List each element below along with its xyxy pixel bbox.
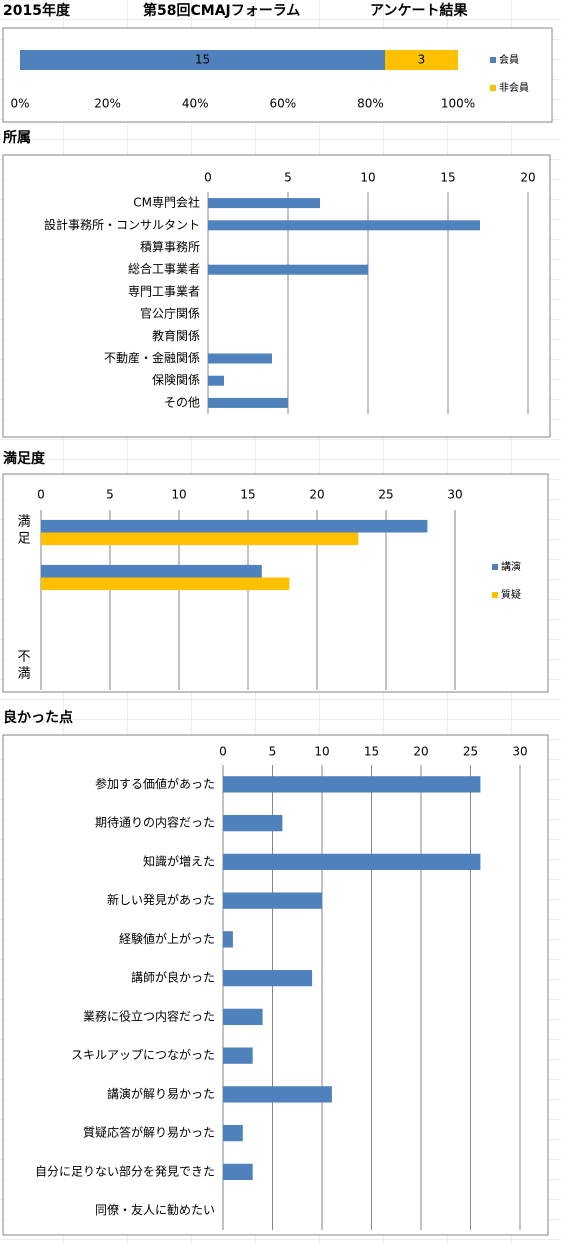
y-tick-label: 知識が増えた [143, 853, 215, 868]
bar [223, 931, 233, 948]
legend-label: 質疑 [501, 588, 521, 601]
x-tick-label: 80% [357, 97, 384, 111]
bar-segment [20, 50, 385, 70]
bar [223, 1124, 243, 1142]
legend-swatch [492, 592, 498, 598]
y-tick-label: 満足 [15, 514, 31, 548]
bar [223, 892, 322, 909]
legend-swatch [490, 57, 496, 63]
legend-label: 非会員 [499, 81, 529, 94]
y-tick-label: CM専門会社 [133, 195, 200, 210]
bar [208, 220, 480, 231]
bar [208, 397, 288, 408]
legend-label: 講演 [501, 560, 521, 573]
y-tick-label: 講師が良かった [131, 970, 215, 985]
header-subject: アンケート結果 [370, 2, 468, 19]
y-tick-label: 参加する価値があった [95, 776, 215, 791]
bar [208, 198, 320, 209]
x-tick-label: 10 [171, 488, 186, 502]
y-tick-label: 講演が解り易かった [107, 1086, 215, 1101]
bar [208, 353, 272, 364]
y-tick-label: 新しい発見があった [107, 892, 215, 907]
x-tick-label: 15 [240, 488, 255, 502]
chart-frame [2, 27, 553, 123]
y-tick-label: 経験値が上がった [119, 931, 215, 946]
y-tick-label: 不満 [15, 649, 31, 683]
bar [223, 1086, 332, 1103]
x-tick-label: 5 [284, 171, 292, 185]
bar [41, 577, 290, 591]
x-tick-label: 20 [413, 745, 428, 759]
x-tick-label: 20 [309, 488, 324, 502]
legend-swatch [492, 564, 498, 570]
bar [208, 375, 224, 386]
x-tick-label: 20% [94, 97, 121, 111]
bar [223, 776, 481, 793]
bar [223, 969, 313, 987]
chart-title: 満足度 [3, 450, 46, 467]
bar [208, 264, 368, 275]
y-tick-label: スキルアップにつながった [71, 1047, 215, 1062]
y-tick-label: 官公庁関係 [140, 306, 200, 321]
x-tick-label: 10 [314, 745, 329, 759]
x-tick-label: 25 [463, 745, 478, 759]
bar [41, 532, 359, 546]
bar [223, 853, 481, 871]
y-tick-label: 保険関係 [152, 373, 200, 387]
x-tick-label: 20 [520, 171, 535, 185]
chart-frame [2, 154, 551, 438]
y-tick-label: 同僚・友人に勧めたい [95, 1202, 215, 1217]
x-tick-label: 30 [447, 488, 462, 502]
x-tick-label: 15 [440, 171, 455, 185]
header-year: 2015年度 [3, 2, 71, 19]
x-tick-label: 40% [182, 97, 209, 111]
y-tick-label: 総合工事業者 [128, 261, 200, 276]
legend-swatch [490, 85, 496, 91]
x-tick-label: 0 [204, 171, 212, 185]
x-tick-label: 25 [378, 488, 393, 502]
x-tick-label: 10 [360, 171, 375, 185]
chart-title: 良かった点 [3, 709, 73, 726]
bar [223, 814, 283, 832]
bar [223, 1163, 253, 1181]
x-tick-label: 60% [269, 97, 296, 111]
x-tick-label: 5 [269, 745, 277, 759]
y-tick-label: 質疑応答が解り易かった [83, 1125, 215, 1140]
x-tick-label: 0% [10, 97, 29, 111]
y-tick-label: その他 [164, 395, 200, 409]
y-tick-label: 教育関係 [152, 328, 200, 343]
y-tick-label: 積算事務所 [140, 239, 200, 254]
bar [41, 564, 262, 578]
data-label: 3 [418, 53, 426, 67]
y-tick-label: 設計事務所・コンサルタント [44, 217, 200, 232]
header-event: 第58回CMAJフォーラム [143, 2, 300, 19]
y-tick-label: 業務に役立つ内容だった [83, 1008, 215, 1023]
legend-label: 会員 [499, 53, 519, 66]
data-label: 15 [195, 53, 210, 67]
bar [223, 1008, 263, 1026]
x-tick-label: 5 [106, 488, 114, 502]
bar [41, 519, 428, 533]
x-tick-label: 0 [37, 488, 45, 502]
y-tick-label: 不動産・金融関係 [104, 350, 200, 365]
bar [223, 1047, 253, 1064]
chart-title: 所属 [3, 129, 31, 146]
x-tick-label: 30 [512, 745, 527, 759]
y-tick-label: 期待通りの内容だった [95, 815, 215, 830]
bar-segment [385, 50, 458, 70]
y-tick-label: 専門工事業者 [128, 284, 200, 298]
x-tick-label: 0 [219, 745, 227, 759]
y-tick-label: 自分に足りない部分を発見できた [35, 1163, 215, 1178]
x-tick-label: 15 [364, 745, 379, 759]
x-tick-label: 100% [441, 97, 475, 111]
